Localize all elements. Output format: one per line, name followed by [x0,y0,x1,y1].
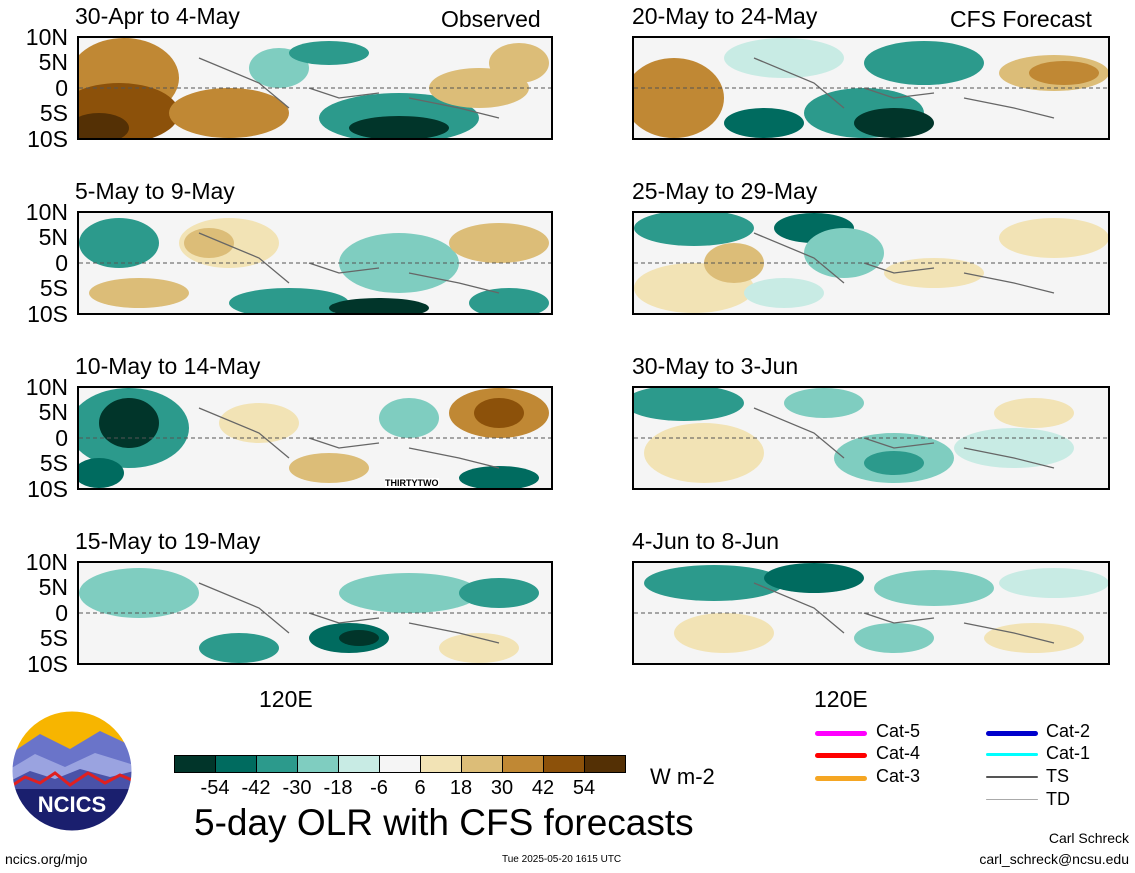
lon-label-left: 120E [259,686,313,712]
lon-label-right: 120E [814,686,868,712]
colorbar-label: -42 [241,777,271,799]
legend-label: Cat-4 [876,743,921,763]
panel-title: 10-May to 14-May [75,353,261,379]
legend-swatch-ts [986,776,1038,778]
colorbar-bin [256,756,297,772]
legend-label: Cat-2 [1046,721,1091,741]
footer-author: Carl Schreck [1048,830,1129,846]
colorbar-label: 30 [490,777,514,799]
legend-label: Cat-5 [876,721,921,741]
lat-label: 10S [27,126,68,152]
legend-swatch-td [986,799,1038,800]
lat-label: 0 [55,600,68,626]
legend-label: Cat-1 [1046,743,1091,763]
lat-label: 5N [38,224,68,250]
observed-header: Observed [441,6,541,32]
footer-url[interactable]: ncics.org/mjo [5,851,88,867]
colorbar-bin [543,756,584,772]
lat-label: 10S [27,476,68,502]
colorbar-bin [379,756,420,772]
legend-label: TD [1046,789,1070,809]
lat-label: 5S [39,275,68,301]
olr-map [77,36,553,140]
colorbar-bin [175,756,215,772]
legend-swatch-cat1 [986,753,1038,756]
lat-label: 10S [27,301,68,327]
footer-email[interactable]: carl_schreck@ncsu.edu [979,851,1129,867]
colorbar-bin [584,756,625,772]
colorbar-label: 6 [414,777,426,799]
olr-map [77,211,553,315]
olr-map [632,36,1110,140]
ncics-logo: NCICS [10,709,134,833]
legend-label: TS [1046,766,1070,786]
olr-map [632,211,1110,315]
lat-label: 5N [38,399,68,425]
colorbar-bin [338,756,379,772]
lat-label: 10N [25,24,68,50]
panel-title: 4-Jun to 8-Jun [632,528,780,554]
colorbar-label: 54 [572,777,596,799]
panel-title: 5-May to 9-May [75,178,235,204]
olr-map [77,386,553,490]
colorbar-bin [461,756,502,772]
olr-map [632,561,1110,665]
legend-swatch-cat5 [815,731,867,736]
colorbar-bin [297,756,338,772]
colorbar-bin [215,756,256,772]
lat-label: 10S [27,651,68,677]
colorbar-bin [420,756,461,772]
lat-label: 5N [38,574,68,600]
lat-label: 10N [25,199,68,225]
colorbar [174,755,626,773]
olr-map [77,561,553,665]
legend-swatch-cat2 [986,731,1038,736]
legend-label: Cat-3 [876,766,921,786]
footer-timestamp: Tue 2025-05-20 1615 UTC [502,854,622,865]
colorbar-label: 18 [449,777,473,799]
panel-title: 25-May to 29-May [632,178,818,204]
forecast-header: CFS Forecast [950,6,1092,32]
panel-title: 20-May to 24-May [632,3,818,29]
lat-label: 0 [55,250,68,276]
olr-map [632,386,1110,490]
colorbar-label: 42 [531,777,555,799]
colorbar-bin [502,756,543,772]
panel-title: 15-May to 19-May [75,528,261,554]
legend-swatch-cat3 [815,776,867,781]
colorbar-label: -18 [323,777,353,799]
units-label: W m-2 [650,764,715,789]
lat-label: 5S [39,625,68,651]
lat-label: 5N [38,49,68,75]
colorbar-label: -6 [370,777,388,799]
panel-title: 30-Apr to 4-May [75,3,240,29]
legend-swatch-cat4 [815,753,867,758]
colorbar-label: -54 [200,777,230,799]
colorbar-label: -30 [282,777,312,799]
lat-label: 0 [55,425,68,451]
lat-label: 5S [39,450,68,476]
lat-label: 10N [25,549,68,575]
storm-label: THIRTYTWO [385,478,439,488]
lat-label: 5S [39,100,68,126]
panel-title: 30-May to 3-Jun [632,353,799,379]
lat-label: 0 [55,75,68,101]
logo-text: NCICS [38,792,106,817]
lat-label: 10N [25,374,68,400]
main-title: 5-day OLR with CFS forecasts [194,802,694,843]
